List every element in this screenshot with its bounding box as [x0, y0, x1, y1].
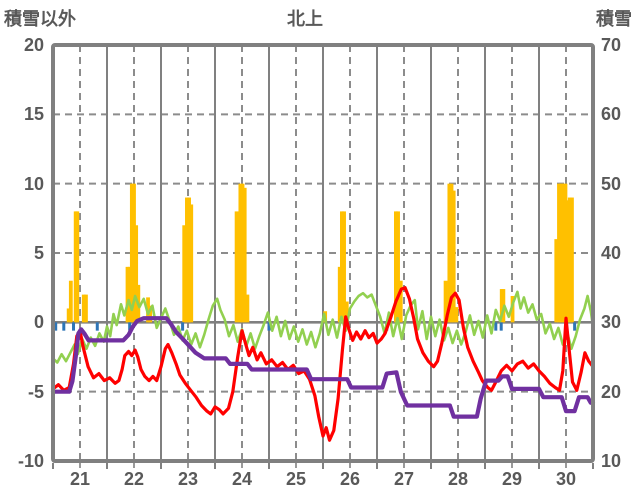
x-axis-day-label: 21	[69, 469, 91, 489]
orange-snowfall-bars-bar	[557, 183, 561, 323]
orange-snowfall-bars-bar	[240, 183, 245, 323]
blue-bars-bar	[62, 322, 66, 331]
orange-snowfall-bars-bar	[242, 187, 247, 323]
orange-snowfall-bars-bar	[340, 211, 344, 323]
blue-bars-bar	[128, 322, 132, 331]
orange-snowfall-bars-bar	[447, 183, 452, 323]
orange-snowfall-bars-bar	[396, 211, 400, 323]
left-axis-tick-label: 10	[23, 173, 44, 194]
orange-snowfall-bars-bar	[185, 197, 189, 323]
orange-snowfall-bars-bar	[567, 197, 572, 323]
orange-snowfall-bars-bar	[563, 183, 568, 323]
orange-snowfall-bars-bar	[454, 307, 459, 323]
right-axis-tick-label: 30	[601, 312, 622, 333]
orange-snowfall-bars-bar	[561, 183, 566, 323]
plot-frame	[51, 43, 595, 463]
orange-snowfall-bars-bar	[84, 294, 88, 323]
blue-bars-bar	[72, 322, 76, 331]
orange-snowfall-bars-bar	[238, 183, 243, 323]
orange-snowfall-bars-bar	[394, 211, 398, 323]
left-axis-tick-label: 15	[23, 104, 44, 125]
orange-snowfall-bars-bar	[129, 183, 134, 323]
right-axis-tick-label: 70	[601, 35, 622, 55]
orange-snowfall-bars-bar	[75, 211, 80, 323]
x-axis-day-label: 23	[177, 469, 199, 489]
orange-snowfall-bars-bar	[127, 266, 132, 323]
orange-snowfall-bars-bar	[134, 225, 139, 323]
x-axis-day-label: 25	[285, 469, 307, 489]
left-axis-tick-label: 20	[23, 35, 44, 55]
orange-snowfall-bars-bar	[559, 183, 564, 323]
orange-snowfall-bars-bar	[449, 183, 454, 323]
orange-snowfall-bars-bar	[398, 280, 403, 323]
left-axis-tick-label: 5	[33, 243, 44, 263]
orange-snowfall-bars-bar	[443, 280, 448, 323]
x-axis-day-label: 29	[501, 469, 523, 489]
x-axis-day-label: 26	[339, 469, 361, 489]
orange-snowfall-bars-bar	[148, 305, 153, 323]
orange-snowfall-bars-bar	[189, 204, 194, 323]
x-axis-day-label: 28	[447, 469, 469, 489]
blue-bars-bar	[54, 322, 58, 331]
blue-bars-bar	[95, 322, 99, 331]
right-axis-title: 積雪	[596, 9, 632, 29]
chart-title: 北上	[287, 9, 323, 29]
blue-bars-bar	[494, 322, 498, 331]
orange-snowfall-bars-bar	[187, 197, 191, 323]
right-axis-tick-label: 10	[601, 451, 622, 471]
right-axis-tick-label: 40	[601, 243, 622, 263]
orange-snowfall-bars-bar	[132, 183, 136, 323]
left-axis-tick-label: -10	[17, 451, 44, 471]
orange-snowfall-bars-bar	[565, 200, 570, 323]
left-axis-tick-label: 0	[33, 312, 44, 333]
x-axis-day-label: 22	[123, 469, 145, 489]
blue-bars-bar	[573, 322, 577, 331]
right-axis-tick-label: 60	[601, 104, 622, 125]
orange-snowfall-bars-bar	[344, 301, 349, 323]
x-axis-day-label: 24	[231, 469, 253, 489]
orange-snowfall-bars-bar	[554, 239, 559, 323]
orange-snowfall-bars-bar	[68, 280, 73, 323]
orange-snowfall-bars-bar	[234, 211, 239, 323]
green-line	[51, 290, 595, 364]
red-line	[51, 286, 595, 442]
orange-snowfall-bars-bar	[342, 211, 346, 323]
blue-bars-bar	[181, 322, 185, 331]
right-axis-tick-label: 20	[601, 381, 622, 402]
orange-snowfall-bars-bar	[337, 266, 342, 323]
orange-snowfall-bars-bar	[125, 266, 130, 323]
left-axis-tick-label: -5	[27, 381, 44, 402]
blue-bars-bar	[267, 322, 271, 331]
orange-snowfall-bars-bar	[451, 190, 456, 323]
x-axis-day-label: 30	[555, 469, 577, 489]
blue-bars-bar	[499, 322, 503, 331]
x-axis-day-label: 27	[393, 469, 415, 489]
orange-snowfall-bars-bar	[510, 295, 515, 323]
orange-snowfall-bars-bar	[245, 294, 250, 323]
left-axis-title: 積雪以外	[4, 9, 76, 29]
orange-snowfall-bars-bar	[182, 225, 187, 323]
orange-snowfall-bars-bar	[570, 197, 574, 323]
purple-snowdepth-line	[50, 316, 596, 419]
right-axis-tick-label: 50	[601, 173, 622, 194]
orange-snowfall-bars-bar	[81, 294, 86, 323]
orange-snowfall-bars-bar	[66, 308, 71, 323]
